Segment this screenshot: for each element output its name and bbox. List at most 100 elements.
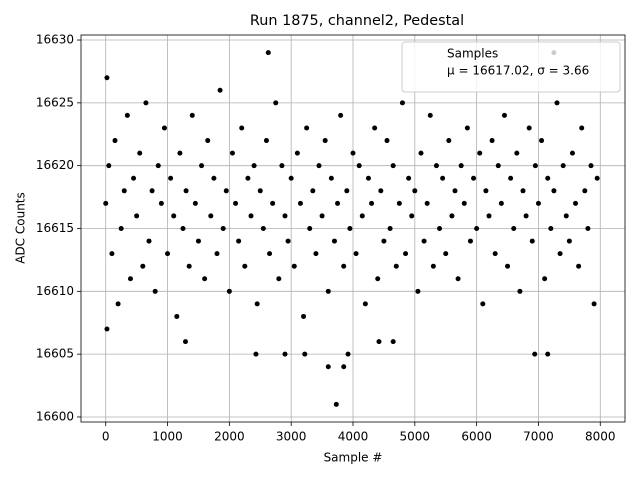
point — [551, 188, 557, 194]
point — [328, 175, 334, 181]
point — [155, 163, 161, 169]
x-tick-label: 8000 — [585, 430, 616, 444]
point — [471, 175, 477, 181]
point — [124, 112, 130, 118]
point — [576, 263, 582, 269]
point — [458, 163, 464, 169]
x-axis-label: Sample # — [324, 451, 383, 465]
point — [362, 301, 368, 307]
point — [344, 188, 350, 194]
point — [393, 263, 399, 269]
point — [260, 226, 266, 231]
point — [195, 238, 201, 244]
point — [338, 112, 344, 118]
point — [214, 251, 220, 257]
point — [103, 200, 109, 206]
point — [307, 226, 313, 231]
point — [430, 263, 436, 269]
point — [205, 138, 211, 144]
point — [390, 163, 396, 169]
point — [563, 213, 569, 219]
point — [168, 175, 174, 181]
point — [192, 200, 198, 206]
point — [270, 200, 276, 206]
y-tick-label: 16610 — [36, 284, 74, 298]
point — [202, 276, 208, 282]
point — [104, 326, 110, 332]
point — [177, 150, 183, 156]
point — [375, 276, 381, 282]
point — [325, 288, 331, 294]
point — [189, 112, 195, 118]
point — [477, 150, 483, 156]
point — [304, 125, 310, 131]
x-tick-label: 1000 — [152, 430, 183, 444]
point — [501, 112, 507, 118]
point — [174, 313, 180, 319]
point — [267, 251, 273, 257]
point — [273, 100, 279, 106]
point — [474, 226, 480, 231]
point — [143, 100, 149, 106]
point — [464, 125, 470, 131]
point — [335, 200, 341, 206]
x-tick-label: 7000 — [523, 430, 554, 444]
point — [545, 351, 551, 357]
point — [279, 163, 285, 169]
y-tick-label: 16600 — [36, 409, 74, 423]
y-tick-label: 16620 — [36, 158, 74, 172]
point — [396, 200, 402, 206]
point — [381, 238, 387, 244]
point — [523, 213, 529, 219]
point — [253, 351, 259, 357]
point — [384, 138, 390, 144]
point — [254, 301, 260, 307]
point — [573, 200, 579, 206]
point — [440, 175, 446, 181]
point — [115, 301, 121, 307]
point — [263, 138, 269, 144]
point — [106, 163, 112, 169]
point — [539, 138, 545, 144]
point — [341, 263, 347, 269]
point — [211, 175, 217, 181]
point — [236, 238, 242, 244]
point — [245, 175, 251, 181]
point — [322, 138, 328, 144]
legend-label: Samples — [447, 47, 498, 61]
point — [545, 175, 551, 181]
point — [341, 364, 347, 370]
point — [313, 251, 319, 257]
chart-title: Run 1875, channel2, Pedestal — [250, 13, 464, 29]
point — [165, 251, 171, 257]
point — [186, 263, 192, 269]
point — [557, 251, 563, 257]
point — [325, 364, 331, 370]
x-tick-label: 2000 — [214, 430, 245, 444]
point — [316, 163, 322, 169]
point — [265, 50, 271, 56]
point — [239, 125, 245, 131]
point — [127, 276, 133, 282]
point — [180, 226, 186, 231]
point — [418, 150, 424, 156]
point — [118, 226, 124, 231]
point — [427, 112, 433, 118]
point — [223, 188, 229, 194]
y-tick-label: 16630 — [36, 33, 74, 47]
y-axis-label: ADC Counts — [14, 192, 28, 264]
point — [455, 276, 461, 282]
point — [508, 175, 514, 181]
point — [121, 188, 127, 194]
point — [310, 188, 316, 194]
point — [359, 213, 365, 219]
point — [319, 213, 325, 219]
point — [331, 238, 337, 244]
point — [412, 188, 418, 194]
point — [403, 251, 409, 257]
point — [483, 188, 489, 194]
point — [415, 288, 421, 294]
point — [347, 226, 353, 231]
legend-label: μ = 16617.02, σ = 3.66 — [447, 64, 589, 78]
